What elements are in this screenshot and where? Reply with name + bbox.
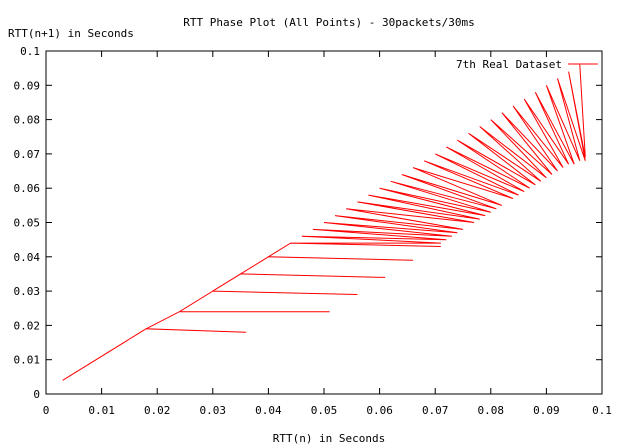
y-tick-label: 0.05 bbox=[14, 217, 41, 230]
y-axis-label: RTT(n+1) in Seconds bbox=[8, 27, 134, 40]
y-tick-label: 0.01 bbox=[14, 354, 41, 367]
y-tick-label: 0.1 bbox=[20, 45, 40, 58]
y-tick-label: 0.06 bbox=[14, 182, 41, 195]
x-tick-label: 0.07 bbox=[422, 404, 449, 417]
x-tick-label: 0.1 bbox=[592, 404, 612, 417]
x-tick-label: 0 bbox=[43, 404, 50, 417]
legend-label: 7th Real Dataset bbox=[456, 58, 562, 71]
x-tick-labels: 0 0.01 0.02 0.03 0.04 0.05 0.06 0.07 0.08 0.09 0.1 bbox=[43, 404, 612, 417]
series-line-0 bbox=[62, 64, 586, 381]
x-tick-label: 0.01 bbox=[88, 404, 115, 417]
x-tick-label: 0.09 bbox=[533, 404, 560, 417]
x-tick-label: 0.04 bbox=[255, 404, 282, 417]
y-tick-labels: 0 0.01 0.02 0.03 0.04 0.05 0.06 0.07 0.08 0.09 0.1 bbox=[14, 45, 41, 401]
y-tick-label: 0.03 bbox=[14, 285, 41, 298]
x-axis-label: RTT(n) in Seconds bbox=[273, 432, 386, 445]
y-tick-label: 0.08 bbox=[14, 114, 41, 127]
x-tick-label: 0.02 bbox=[144, 404, 171, 417]
y-tick-label: 0 bbox=[33, 388, 40, 401]
axis-ticks bbox=[45, 50, 603, 395]
x-tick-label: 0.06 bbox=[366, 404, 393, 417]
y-tick-label: 0.09 bbox=[14, 79, 41, 92]
y-tick-label: 0.04 bbox=[14, 251, 41, 264]
y-tick-label: 0.02 bbox=[14, 319, 41, 332]
x-tick-label: 0.03 bbox=[200, 404, 227, 417]
x-tick-label: 0.05 bbox=[311, 404, 338, 417]
chart-title: RTT Phase Plot (All Points) - 30packets/… bbox=[183, 16, 474, 29]
series-layer bbox=[62, 64, 586, 381]
y-tick-label: 0.07 bbox=[14, 148, 41, 161]
legend: 7th Real Dataset bbox=[456, 58, 598, 71]
x-tick-label: 0.08 bbox=[478, 404, 505, 417]
